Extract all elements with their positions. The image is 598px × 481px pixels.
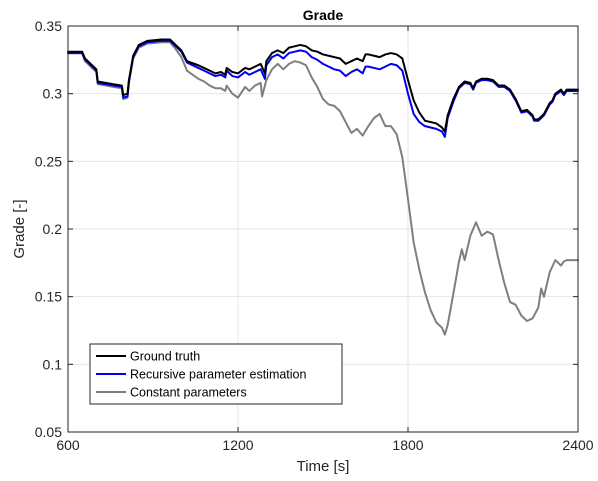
chart-title: Grade: [303, 7, 344, 23]
legend-entry: Constant parameters: [130, 386, 247, 400]
y-tick-label: 0.2: [43, 221, 63, 237]
legend-entry: Recursive parameter estimation: [130, 368, 307, 382]
y-tick-label: 0.3: [43, 86, 63, 102]
y-tick-label: 0.1: [43, 356, 63, 372]
x-axis-label: Time [s]: [297, 458, 350, 475]
y-axis-label: Grade [-]: [11, 199, 28, 258]
series-line-3: [67, 41, 579, 336]
legend-entry: Ground truth: [130, 350, 200, 364]
y-tick-label: 0.15: [35, 289, 62, 305]
y-tick-label: 0.25: [35, 153, 62, 169]
legend-box: [89, 343, 343, 405]
series-line-1: [67, 38, 579, 133]
series-layer: [67, 38, 579, 336]
legend: Ground truth Recursive parameter estimati…: [89, 343, 343, 405]
y-tick-label: 0.05: [35, 424, 62, 440]
x-tick-label: 1800: [392, 437, 423, 453]
y-tick-label: 0.35: [35, 18, 62, 34]
tick-labels: 600 1200 1800 2400 0.05 0.1 0.15 0.2 0.25 0.3 0.35: [35, 18, 594, 453]
axis-ticks: [67, 25, 579, 433]
x-tick-label: 600: [56, 437, 80, 453]
x-tick-label: 2400: [562, 437, 593, 453]
x-tick-label: 1200: [222, 437, 253, 453]
